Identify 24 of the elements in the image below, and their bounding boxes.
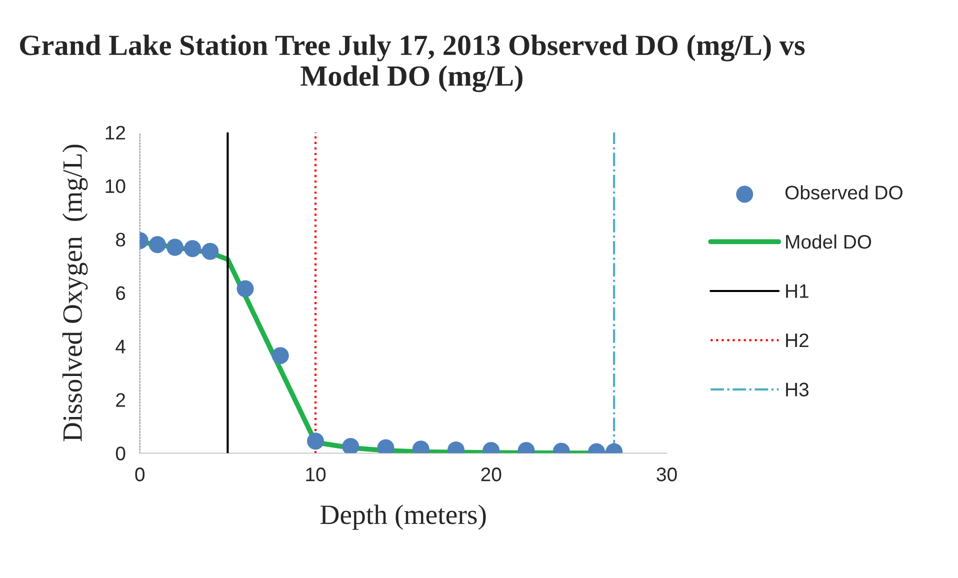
legend-label: Observed DO bbox=[785, 185, 902, 200]
legend-label: H3 bbox=[786, 382, 809, 396]
y-tick-label: 4 bbox=[116, 340, 126, 354]
x-tick-label: 30 bbox=[656, 468, 677, 482]
point bbox=[184, 240, 202, 258]
y-tick-label: 6 bbox=[116, 286, 126, 300]
chart-title: Grand Lake Station Tree July 17, 2013 Observed DO (mg/L) vs Model DO (mg/L) bbox=[20, 34, 805, 92]
point bbox=[148, 236, 166, 254]
legend-label: H2 bbox=[786, 333, 808, 348]
point bbox=[236, 280, 254, 298]
x-tick-label: 0 bbox=[135, 468, 145, 482]
y-tick-label: 10 bbox=[106, 179, 126, 194]
x-axis-title: Depth (meters) bbox=[320, 504, 486, 530]
x-tick-label: 10 bbox=[306, 468, 326, 482]
y-tick-label: 2 bbox=[116, 393, 126, 407]
y-axis-title: Dissolved Oxygen (mg/L) bbox=[62, 144, 88, 442]
point bbox=[202, 242, 219, 260]
y-tick-label: 12 bbox=[106, 126, 126, 140]
point bbox=[166, 238, 184, 256]
y-tick-label: 8 bbox=[116, 232, 126, 247]
legend-label: Model DO bbox=[786, 234, 872, 249]
legend-label: H1 bbox=[786, 284, 808, 298]
y-tick-label: 0 bbox=[116, 446, 126, 460]
x-tick-label: 20 bbox=[481, 468, 502, 482]
